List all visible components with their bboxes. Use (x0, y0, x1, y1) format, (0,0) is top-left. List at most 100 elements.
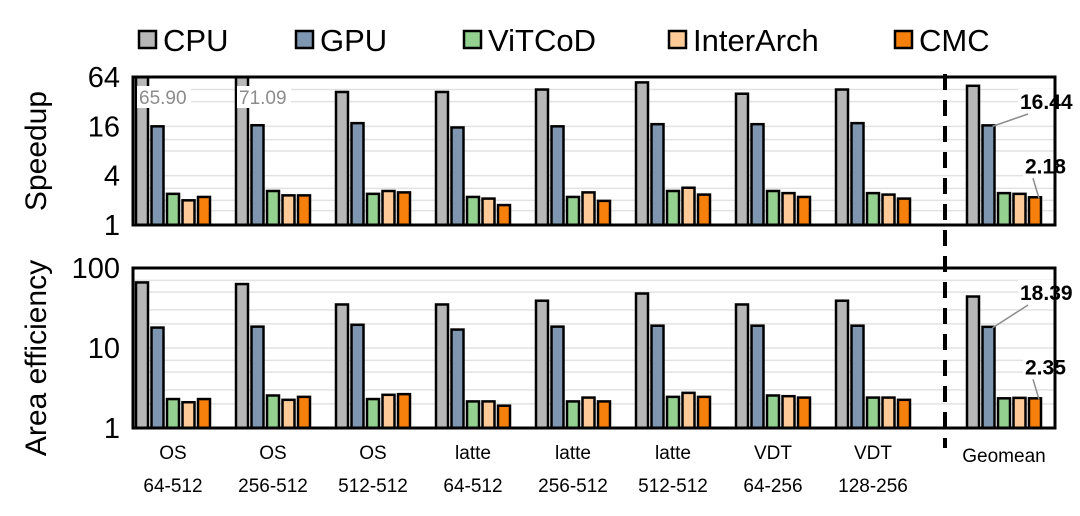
bar-cpu-geomean (965, 84, 981, 227)
bar-vitcod-latte-256-512 (565, 195, 581, 227)
legend-swatch-cmc (893, 29, 914, 50)
y-axis-label: Speedup (20, 91, 53, 211)
bar-cmc-latte-256-512 (596, 199, 612, 227)
bar-interarch-geomean (1012, 396, 1027, 430)
bar-cpu-os-64-512 (134, 281, 150, 430)
bar-interarch-geomean (1012, 192, 1027, 227)
bar-interarch-latte-64-512 (481, 400, 496, 430)
bar-vitcod-os-64-512 (165, 397, 181, 430)
bar-cpu-os-512-512 (334, 303, 350, 430)
bar-cpu-os-256-512 (234, 282, 250, 430)
bar-cpu-os-512-512 (334, 90, 350, 227)
bar-cmc-os-512-512 (396, 392, 412, 430)
bar-gpu-latte-512-512 (650, 324, 665, 430)
bar-vitcod-vdt-128-256 (865, 396, 881, 430)
bar-interarch-vdt-128-256 (881, 396, 896, 430)
x-tick-label-line2: 256-512 (538, 476, 608, 497)
bar-gpu-vdt-64-256 (750, 122, 765, 227)
annotation-value-label: 2.35 (1025, 356, 1066, 379)
y-tick-label: 10 (88, 333, 120, 365)
x-tick-label-line2: 64-512 (443, 476, 502, 497)
bar-gpu-os-512-512 (350, 121, 365, 227)
bar-vitcod-vdt-128-256 (865, 191, 881, 227)
x-tick-label-line1: VDT (854, 443, 892, 464)
bar-vitcod-vdt-64-256 (765, 189, 781, 227)
bar-vitcod-latte-256-512 (565, 400, 581, 430)
clipped-value-label: 65.90 (139, 88, 187, 109)
x-tick-label-line2: 64-256 (743, 476, 802, 497)
clipped-label-bg (237, 86, 291, 108)
bar-cpu-vdt-128-256 (834, 88, 850, 227)
bar-vitcod-latte-64-512 (465, 195, 481, 227)
bar-cmc-geomean (1027, 196, 1043, 227)
annotation-bg (1018, 89, 1073, 113)
bar-gpu-latte-64-512 (450, 126, 465, 227)
bar-gpu-os-64-512 (150, 125, 165, 227)
bar-gpu-vdt-128-256 (850, 324, 865, 430)
annotation-bg (1023, 354, 1078, 379)
bar-cpu-geomean (965, 295, 981, 430)
bar-gpu-vdt-64-256 (750, 324, 765, 430)
bar-gpu-latte-512-512 (650, 122, 665, 227)
legend-swatch-vitcod (462, 29, 483, 50)
bar-gpu-latte-64-512 (450, 328, 465, 430)
bar-interarch-latte-256-512 (581, 396, 596, 430)
bar-cmc-os-256-512 (296, 194, 312, 227)
bar-cmc-os-512-512 (396, 191, 412, 227)
bar-gpu-os-64-512 (150, 326, 165, 430)
bar-gpu-os-256-512 (250, 325, 265, 430)
bar-gpu-geomean (981, 325, 996, 430)
bar-vitcod-os-64-512 (165, 192, 181, 227)
bar-cpu-vdt-64-256 (734, 92, 750, 227)
bar-interarch-vdt-128-256 (881, 193, 896, 227)
legend-swatch-gpu (294, 29, 315, 50)
bar-vitcod-latte-512-512 (665, 189, 681, 227)
bar-cpu-latte-512-512 (634, 81, 650, 227)
bar-cmc-vdt-128-256 (896, 398, 912, 430)
annotation-leader-line (1032, 379, 1040, 400)
bar-cmc-latte-512-512 (696, 395, 712, 430)
x-tick-label-line1: latte (555, 443, 591, 464)
bar-interarch-os-512-512 (381, 393, 396, 430)
bar-interarch-latte-512-512 (681, 391, 696, 430)
x-tick-label: Geomean (962, 446, 1045, 467)
annotation-value-label: 16.44 (1020, 91, 1073, 114)
legend-swatch-interarch (667, 29, 688, 50)
x-tick-label-line1: OS (359, 443, 386, 464)
bar-cpu-latte-64-512 (434, 90, 450, 227)
y-tick-label: 64 (88, 62, 120, 94)
bar-interarch-os-64-512 (181, 400, 196, 430)
bar-interarch-vdt-64-256 (781, 191, 796, 227)
legend-label-cpu: CPU (163, 23, 228, 58)
bar-gpu-geomean (981, 124, 996, 227)
bar-cpu-latte-64-512 (434, 303, 450, 430)
bar-cpu-vdt-64-256 (734, 303, 750, 430)
x-tick-label-line1: OS (159, 443, 186, 464)
bar-cmc-vdt-128-256 (896, 197, 912, 227)
bar-cmc-vdt-64-256 (796, 195, 812, 227)
bar-vitcod-vdt-64-256 (765, 394, 781, 430)
bar-gpu-vdt-128-256 (850, 121, 865, 227)
annotation-value-label: 2.18 (1025, 155, 1066, 178)
x-tick-label-line2: 128-256 (838, 476, 908, 497)
bar-vitcod-os-256-512 (265, 394, 281, 430)
bar-gpu-os-256-512 (250, 123, 265, 227)
bar-vitcod-latte-512-512 (665, 395, 681, 430)
bar-cpu-latte-256-512 (534, 299, 550, 430)
y-axis-label: Area efficiency (20, 260, 53, 456)
bar-interarch-latte-64-512 (481, 197, 496, 227)
bar-vitcod-os-512-512 (365, 397, 381, 430)
y-tick-label: 4 (104, 161, 120, 193)
bar-vitcod-latte-64-512 (465, 400, 481, 430)
bar-cmc-latte-256-512 (596, 400, 612, 430)
annotation-value-label: 18.39 (1020, 282, 1073, 305)
y-tick-label: 100 (72, 253, 120, 285)
bar-cmc-latte-512-512 (696, 193, 712, 227)
legend-label-gpu: GPU (320, 23, 387, 58)
bar-interarch-os-64-512 (181, 199, 196, 227)
bar-interarch-os-256-512 (281, 398, 296, 430)
x-tick-label-line2: 512-512 (638, 476, 708, 497)
y-tick-label: 1 (104, 210, 120, 242)
bar-vitcod-os-512-512 (365, 192, 381, 227)
